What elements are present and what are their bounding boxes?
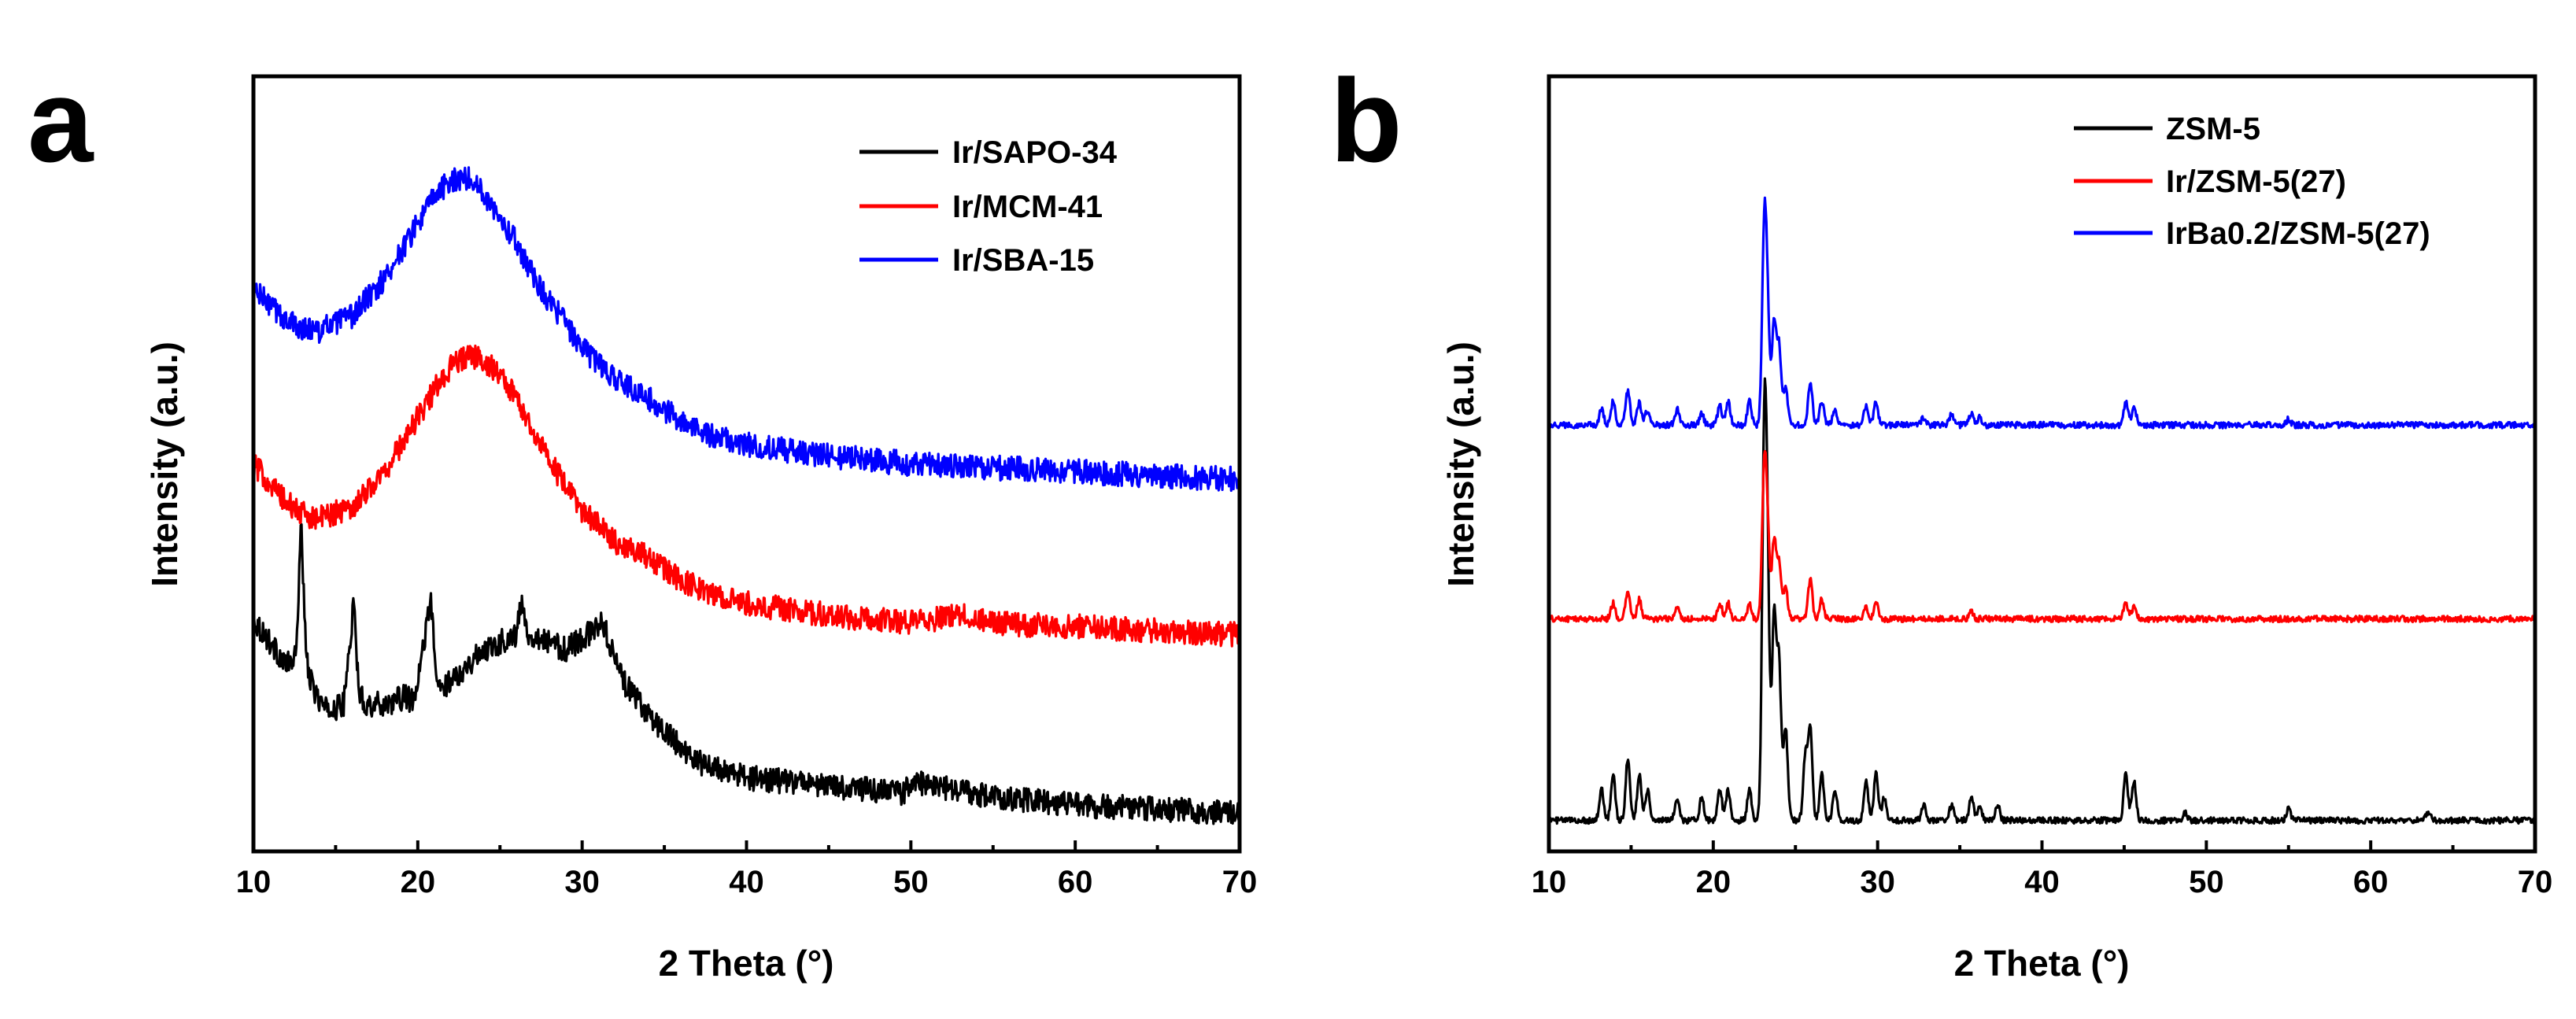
panel-b-x-tick-label-70: 70 [2518,865,2553,899]
panel-a-x-tick-label-10: 10 [236,865,272,899]
panel-b-x-axis-title: 2 Theta (°) [1954,943,2130,984]
legend-label-ir-sapo34: Ir/SAPO-34 [952,135,1118,170]
panel-b-y-axis-title: Intensity (a.u.) [1440,342,1481,587]
panel-b-x-tick-label-60: 60 [2353,865,2389,899]
panel-b-x-tick-label-10: 10 [1532,865,1567,899]
legend-label-ir-sba15: Ir/SBA-15 [952,243,1094,278]
panel-a-x-tick-label-50: 50 [893,865,929,899]
panel-b-series-group [1547,196,2537,825]
panel-b-x-tick-label-40: 40 [2024,865,2060,899]
panel-b-series-irba0-2-zsm-5-27 [1547,196,2537,430]
panel-b-series-zsm-5 [1547,377,2537,825]
panel-b-x-ticks: 10 20 30 40 50 60 70 [1532,840,2553,899]
panel-a: a 10 20 30 40 50 60 70 2 Theta (°) Intensity (… [28,54,1257,984]
panel-b-series-ir-zsm-5-27 [1547,449,2537,624]
panel-b-x-tick-label-20: 20 [1696,865,1732,899]
panel-letter-b: b [1330,54,1403,186]
panel-a-x-tick-label-20: 20 [401,865,436,899]
legend-label-ir-zsm5-27: Ir/ZSM-5(27) [2166,164,2346,199]
legend-label-irba02-zsm5-27: IrBa0.2/ZSM-5(27) [2166,216,2430,251]
panel-a-legend: Ir/SAPO-34 Ir/MCM-41 Ir/SBA-15 [859,135,1118,278]
panel-a-x-tick-label-70: 70 [1222,865,1258,899]
panel-a-series-ir-mcm-41 [252,344,1241,648]
panel-a-x-axis-title: 2 Theta (°) [659,943,834,984]
legend-label-zsm5: ZSM-5 [2166,112,2260,146]
panel-a-x-tick-label-60: 60 [1058,865,1093,899]
panel-b-x-tick-label-30: 30 [1860,865,1895,899]
panel-b: b 10 20 30 40 50 60 70 2 Theta (°) Intensity (… [1330,54,2552,984]
panel-a-x-tick-label-30: 30 [564,865,600,899]
panel-b-x-tick-label-50: 50 [2189,865,2224,899]
panel-letter-a: a [28,54,94,186]
panel-a-series-ir-sba-15 [252,166,1241,493]
panel-b-legend: ZSM-5 Ir/ZSM-5(27) IrBa0.2/ZSM-5(27) [2074,112,2430,251]
panel-a-x-ticks: 10 20 30 40 50 60 70 [236,840,1258,899]
panel-a-y-axis-title: Intensity (a.u.) [144,342,185,587]
panel-a-x-tick-label-40: 40 [729,865,764,899]
panel-a-series-ir-sapo-34 [252,522,1241,825]
legend-label-ir-mcm41: Ir/MCM-41 [952,190,1103,224]
panel-a-series-group [252,166,1241,825]
